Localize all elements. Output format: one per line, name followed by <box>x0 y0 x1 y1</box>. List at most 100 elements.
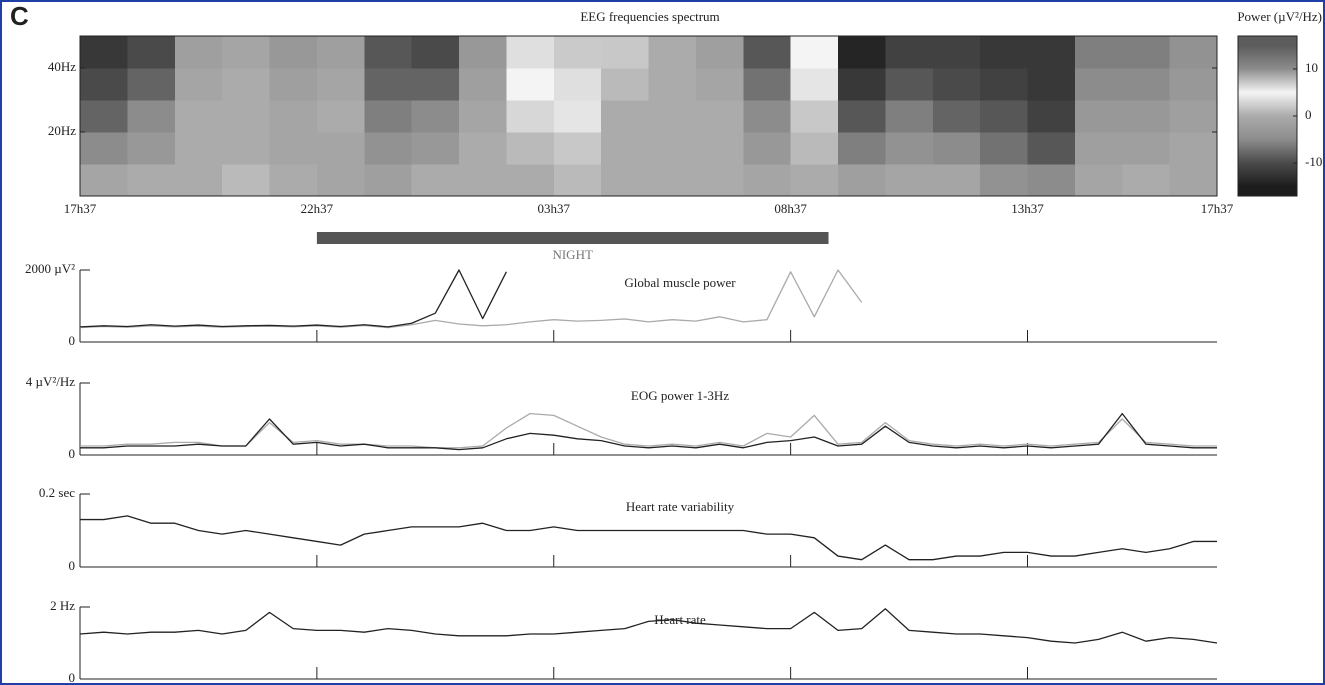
heat-cell <box>364 36 412 69</box>
heat-cell <box>506 100 554 133</box>
heat-cell <box>791 132 839 165</box>
colorbar <box>1238 36 1297 196</box>
heat-cell <box>933 100 981 133</box>
series-line <box>80 609 1217 643</box>
heat-cell <box>127 36 175 69</box>
heat-cell <box>1122 132 1170 165</box>
heat-cell <box>127 132 175 165</box>
series-line <box>80 414 1217 448</box>
heat-cell <box>838 164 886 197</box>
chart-title: Heart rate <box>654 612 706 627</box>
heat-cell <box>1170 68 1218 101</box>
heat-cell <box>885 36 933 69</box>
heat-cell <box>459 36 507 69</box>
heat-cell <box>270 100 318 133</box>
heat-cell <box>933 68 981 101</box>
heat-cell <box>222 132 270 165</box>
heat-cell <box>885 68 933 101</box>
y-tick-label: 0.2 sec <box>39 485 75 500</box>
y-tick-label: 2 Hz <box>50 598 75 613</box>
heat-cell <box>317 100 365 133</box>
heat-cell <box>175 132 223 165</box>
heat-cell <box>696 68 744 101</box>
heat-cell <box>696 164 744 197</box>
heat-cell <box>743 164 791 197</box>
y-tick-label: 0 <box>69 670 76 685</box>
heat-cell <box>270 68 318 101</box>
heat-cell <box>838 100 886 133</box>
y-tick-label: 2000 µV² <box>25 261 75 276</box>
heat-cell <box>649 36 697 69</box>
heat-cell <box>506 36 554 69</box>
chart-title: Global muscle power <box>624 275 736 290</box>
heat-cell <box>270 164 318 197</box>
heat-cell <box>506 68 554 101</box>
heat-cell <box>980 164 1028 197</box>
heat-cell <box>838 68 886 101</box>
heat-cell <box>885 100 933 133</box>
heat-cell <box>175 68 223 101</box>
heat-cell <box>222 164 270 197</box>
heat-cell <box>601 100 649 133</box>
heat-cell <box>791 164 839 197</box>
colorbar-title: Power (µV²/Hz) <box>1237 9 1322 24</box>
heat-cell <box>506 132 554 165</box>
heat-cell <box>649 132 697 165</box>
heat-cell <box>1028 100 1076 133</box>
heat-cell <box>554 36 602 69</box>
heat-cell <box>791 36 839 69</box>
heat-cell <box>1028 132 1076 165</box>
heat-cell <box>980 68 1028 101</box>
heat-cell <box>506 164 554 197</box>
heat-cell <box>696 36 744 69</box>
heat-cell <box>649 100 697 133</box>
heat-cell <box>459 68 507 101</box>
heat-cell <box>412 100 460 133</box>
heat-cell <box>933 132 981 165</box>
colorbar-tick-label: 0 <box>1305 107 1312 122</box>
heat-cell <box>364 100 412 133</box>
heat-cell <box>317 132 365 165</box>
night-label: NIGHT <box>552 247 592 262</box>
heat-cell <box>364 68 412 101</box>
heat-cell <box>80 68 128 101</box>
heat-cell <box>601 36 649 69</box>
heat-cell <box>554 68 602 101</box>
series-line <box>80 270 506 327</box>
chart-title: EOG power 1-3Hz <box>631 388 729 403</box>
heat-cell <box>317 68 365 101</box>
heat-cell <box>980 36 1028 69</box>
heat-cell <box>1170 36 1218 69</box>
heat-cell <box>412 132 460 165</box>
heat-cell <box>601 132 649 165</box>
series-line <box>80 270 862 328</box>
heat-cell <box>270 132 318 165</box>
heat-cell <box>1028 36 1076 69</box>
y-tick-label: 4 µV²/Hz <box>26 374 76 389</box>
heat-cell <box>1170 164 1218 197</box>
heat-cell <box>743 36 791 69</box>
heat-cell <box>80 100 128 133</box>
heat-cell <box>127 68 175 101</box>
heat-cell <box>696 100 744 133</box>
heat-cell <box>222 68 270 101</box>
heat-cell <box>317 36 365 69</box>
heat-cell <box>554 164 602 197</box>
heat-cell <box>412 68 460 101</box>
heat-cell <box>649 68 697 101</box>
heat-cell <box>459 100 507 133</box>
heat-cell <box>791 100 839 133</box>
heat-cell <box>1028 68 1076 101</box>
series-line <box>80 414 1217 450</box>
heat-cell <box>222 100 270 133</box>
heat-cell <box>1028 164 1076 197</box>
heat-cell <box>791 68 839 101</box>
x-tick-label: 13h37 <box>1011 201 1044 216</box>
y-tick-label: 0 <box>69 446 76 461</box>
heat-cell <box>980 132 1028 165</box>
heat-cell <box>412 36 460 69</box>
heat-cell <box>1122 100 1170 133</box>
heat-cell <box>364 164 412 197</box>
